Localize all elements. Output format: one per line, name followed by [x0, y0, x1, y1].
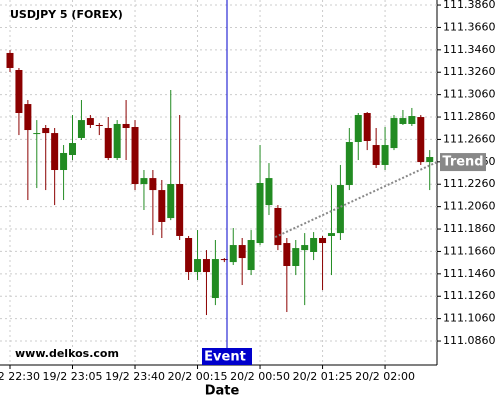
- y-tick-label: 111.2660: [443, 132, 496, 145]
- candle-body: [95, 124, 103, 126]
- candle-body: [60, 152, 68, 171]
- candle-body: [310, 237, 318, 252]
- x-axis-title: Date: [205, 384, 240, 399]
- candle-body: [185, 237, 193, 273]
- candle-body: [345, 142, 353, 186]
- candle-body: [104, 128, 112, 159]
- candle-body: [363, 113, 371, 142]
- candle-body: [319, 237, 327, 244]
- y-tick-label: 111.1660: [443, 244, 496, 257]
- candle-body: [265, 178, 273, 206]
- x-tick-label: 20/2 00:15: [168, 370, 228, 383]
- candle-body: [327, 233, 335, 236]
- y-tick-label: 111.3260: [443, 65, 496, 78]
- y-tick-label: 111.2060: [443, 200, 496, 213]
- candle-body: [167, 184, 175, 219]
- y-tick-label: 111.2860: [443, 110, 496, 123]
- candle-body: [122, 123, 130, 129]
- y-tick-label: 111.0860: [443, 334, 496, 347]
- candle-body: [158, 190, 166, 222]
- candle-body: [399, 118, 407, 124]
- candle-body: [86, 118, 94, 125]
- candle-body: [42, 128, 50, 134]
- x-tick-label: 20/2 01:25: [293, 370, 353, 383]
- event-label: Event: [204, 350, 246, 365]
- x-tick-label: 19/2 23:40: [105, 370, 165, 383]
- candle-body: [256, 183, 264, 244]
- candle-body: [301, 245, 309, 251]
- candle-body: [354, 115, 362, 143]
- candle-body: [408, 116, 416, 124]
- candle-body: [229, 245, 237, 263]
- trend-label-box: [440, 153, 486, 172]
- candle-body: [247, 240, 255, 271]
- candle-body: [77, 120, 85, 138]
- candle-body: [194, 259, 202, 273]
- candle-body: [33, 133, 41, 135]
- x-tick-label: 19/2 23:05: [43, 370, 103, 383]
- x-tick-label: 19/2 22:30: [0, 370, 40, 383]
- y-tick-label: 111.2260: [443, 177, 496, 190]
- y-tick-label: 111.1460: [443, 267, 496, 280]
- y-tick-label: 111.3460: [443, 43, 496, 56]
- y-tick-label: 111.1260: [443, 289, 496, 302]
- event-label-box: [201, 348, 252, 365]
- y-tick-label: 111.3060: [443, 88, 496, 101]
- candle-body: [15, 69, 23, 114]
- trend-line: [274, 161, 438, 239]
- y-tick-label: 111.1060: [443, 312, 496, 325]
- candle-body: [372, 145, 380, 165]
- candle-body: [202, 259, 210, 273]
- trend-label: Trend: [442, 155, 483, 170]
- candle-body: [69, 143, 77, 156]
- candle-body: [149, 178, 157, 191]
- candle-body: [6, 52, 14, 68]
- candle-body: [417, 117, 425, 163]
- candle-body: [140, 178, 148, 185]
- candle-body: [292, 248, 300, 266]
- chart-title: USDJPY 5 (FOREX): [10, 8, 123, 21]
- candle-body: [51, 133, 59, 171]
- y-tick-label: 111.3860: [443, 0, 496, 11]
- candle-body: [426, 157, 434, 163]
- candle-body: [336, 185, 344, 234]
- y-tick-label: 111.3660: [443, 20, 496, 33]
- candle-body: [176, 184, 184, 236]
- watermark: www.delkos.com: [15, 347, 119, 360]
- candle-body: [131, 127, 139, 185]
- candle-body: [381, 145, 389, 165]
- candle-body: [274, 207, 282, 246]
- x-tick-label: 20/2 00:50: [230, 370, 290, 383]
- candle-body: [283, 243, 291, 266]
- candle-body: [211, 259, 219, 299]
- y-tick-label: 111.1860: [443, 222, 496, 235]
- candle-body: [113, 123, 121, 159]
- candle-body: [220, 259, 228, 261]
- x-tick-label: 20/2 02:00: [355, 370, 415, 383]
- candle-body: [24, 104, 32, 131]
- candle-body: [238, 245, 246, 259]
- plot: [6, 50, 434, 316]
- candle-body: [390, 118, 398, 149]
